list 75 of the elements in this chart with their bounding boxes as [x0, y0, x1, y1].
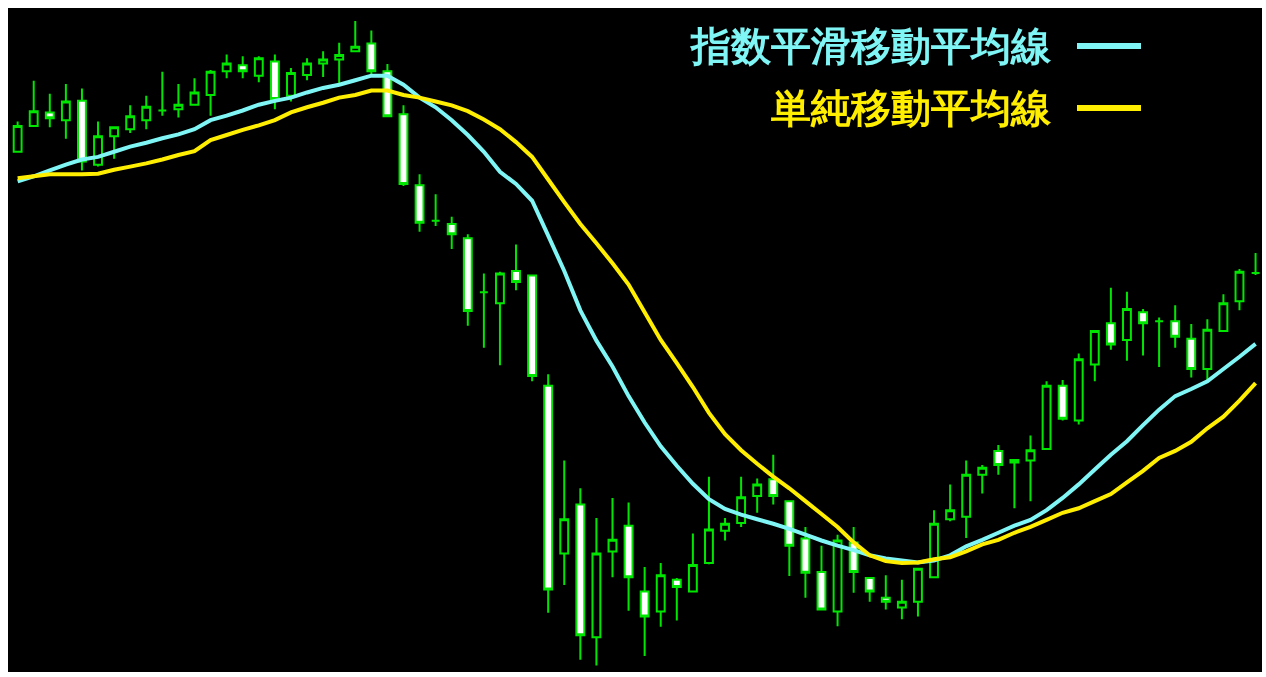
- candlestick: [60, 83, 71, 140]
- candlestick: [462, 233, 473, 327]
- candlestick: [1057, 378, 1068, 422]
- legend-label: 指数平滑移動平均線: [691, 22, 1051, 70]
- candlestick: [720, 516, 730, 542]
- candlestick: [44, 92, 55, 129]
- candlestick: [398, 104, 409, 187]
- candlestick: [929, 509, 939, 579]
- candlestick: [205, 68, 216, 117]
- candlestick: [125, 104, 136, 135]
- candlestick: [559, 459, 570, 586]
- candlestick: [768, 453, 779, 506]
- candlestick: [913, 567, 923, 618]
- candlestick: [1025, 434, 1036, 503]
- candlestick: [495, 270, 505, 367]
- candlestick: [993, 444, 1004, 476]
- candlestick: [945, 483, 956, 523]
- candlestick: [1170, 304, 1181, 349]
- candlestick: [77, 87, 87, 172]
- candlestick: [1089, 329, 1100, 383]
- candlestick: [286, 66, 296, 103]
- candlestick: [446, 215, 457, 251]
- candlestick: [109, 126, 120, 160]
- candlestick: [12, 120, 23, 153]
- candlestick: [511, 243, 521, 292]
- candlestick: [784, 500, 795, 577]
- candlestick: [800, 525, 811, 599]
- candlestick: [1073, 352, 1084, 426]
- candlestick: [302, 57, 312, 82]
- candlestick: [366, 29, 377, 77]
- candlestick: [655, 562, 666, 628]
- candlestick: [1154, 316, 1165, 369]
- candlestick: [1250, 251, 1261, 276]
- candlestick: [237, 55, 248, 80]
- candlestick: [1186, 322, 1197, 379]
- candlestick: [961, 459, 972, 539]
- candlestick: [832, 533, 843, 628]
- candlestick: [896, 578, 907, 621]
- candlestick: [623, 501, 634, 612]
- candlestick: [1138, 308, 1148, 357]
- candlestick: [639, 565, 650, 657]
- candlestick: [269, 53, 280, 111]
- candlestick: [28, 79, 39, 127]
- candlestick: [864, 576, 875, 603]
- legend-label: 単純移動平均線: [771, 84, 1051, 132]
- candlestick: [1105, 286, 1116, 351]
- candlestick: [880, 574, 891, 611]
- candlestick: [1122, 290, 1132, 362]
- candlestick: [816, 544, 827, 611]
- candlestick: [157, 70, 168, 117]
- candlestick: [189, 77, 200, 106]
- candlestick: [173, 83, 184, 119]
- candlestick: [350, 19, 361, 53]
- candlestick: [1234, 268, 1245, 312]
- candlestick: [977, 464, 988, 495]
- candlestick: [414, 173, 425, 233]
- candlestick: [591, 516, 602, 667]
- candlestick: [607, 496, 618, 579]
- candlestick: [430, 193, 441, 227]
- candlestick: [543, 373, 554, 614]
- candlestick: [575, 487, 586, 661]
- candlestick: [752, 477, 763, 514]
- candlestick: [318, 50, 329, 78]
- candlestick: [527, 274, 538, 383]
- candlestick: [671, 576, 682, 622]
- candlestick: [1009, 458, 1020, 510]
- candlestick: [1041, 380, 1052, 450]
- candlestick: [253, 55, 264, 84]
- candlestick: [687, 532, 698, 593]
- candlestick: [221, 53, 232, 80]
- candlestick: [478, 272, 489, 349]
- candlestick: [141, 94, 152, 131]
- candlestick: [334, 41, 345, 86]
- candlestick: [704, 475, 714, 566]
- candlestick: [1218, 293, 1229, 332]
